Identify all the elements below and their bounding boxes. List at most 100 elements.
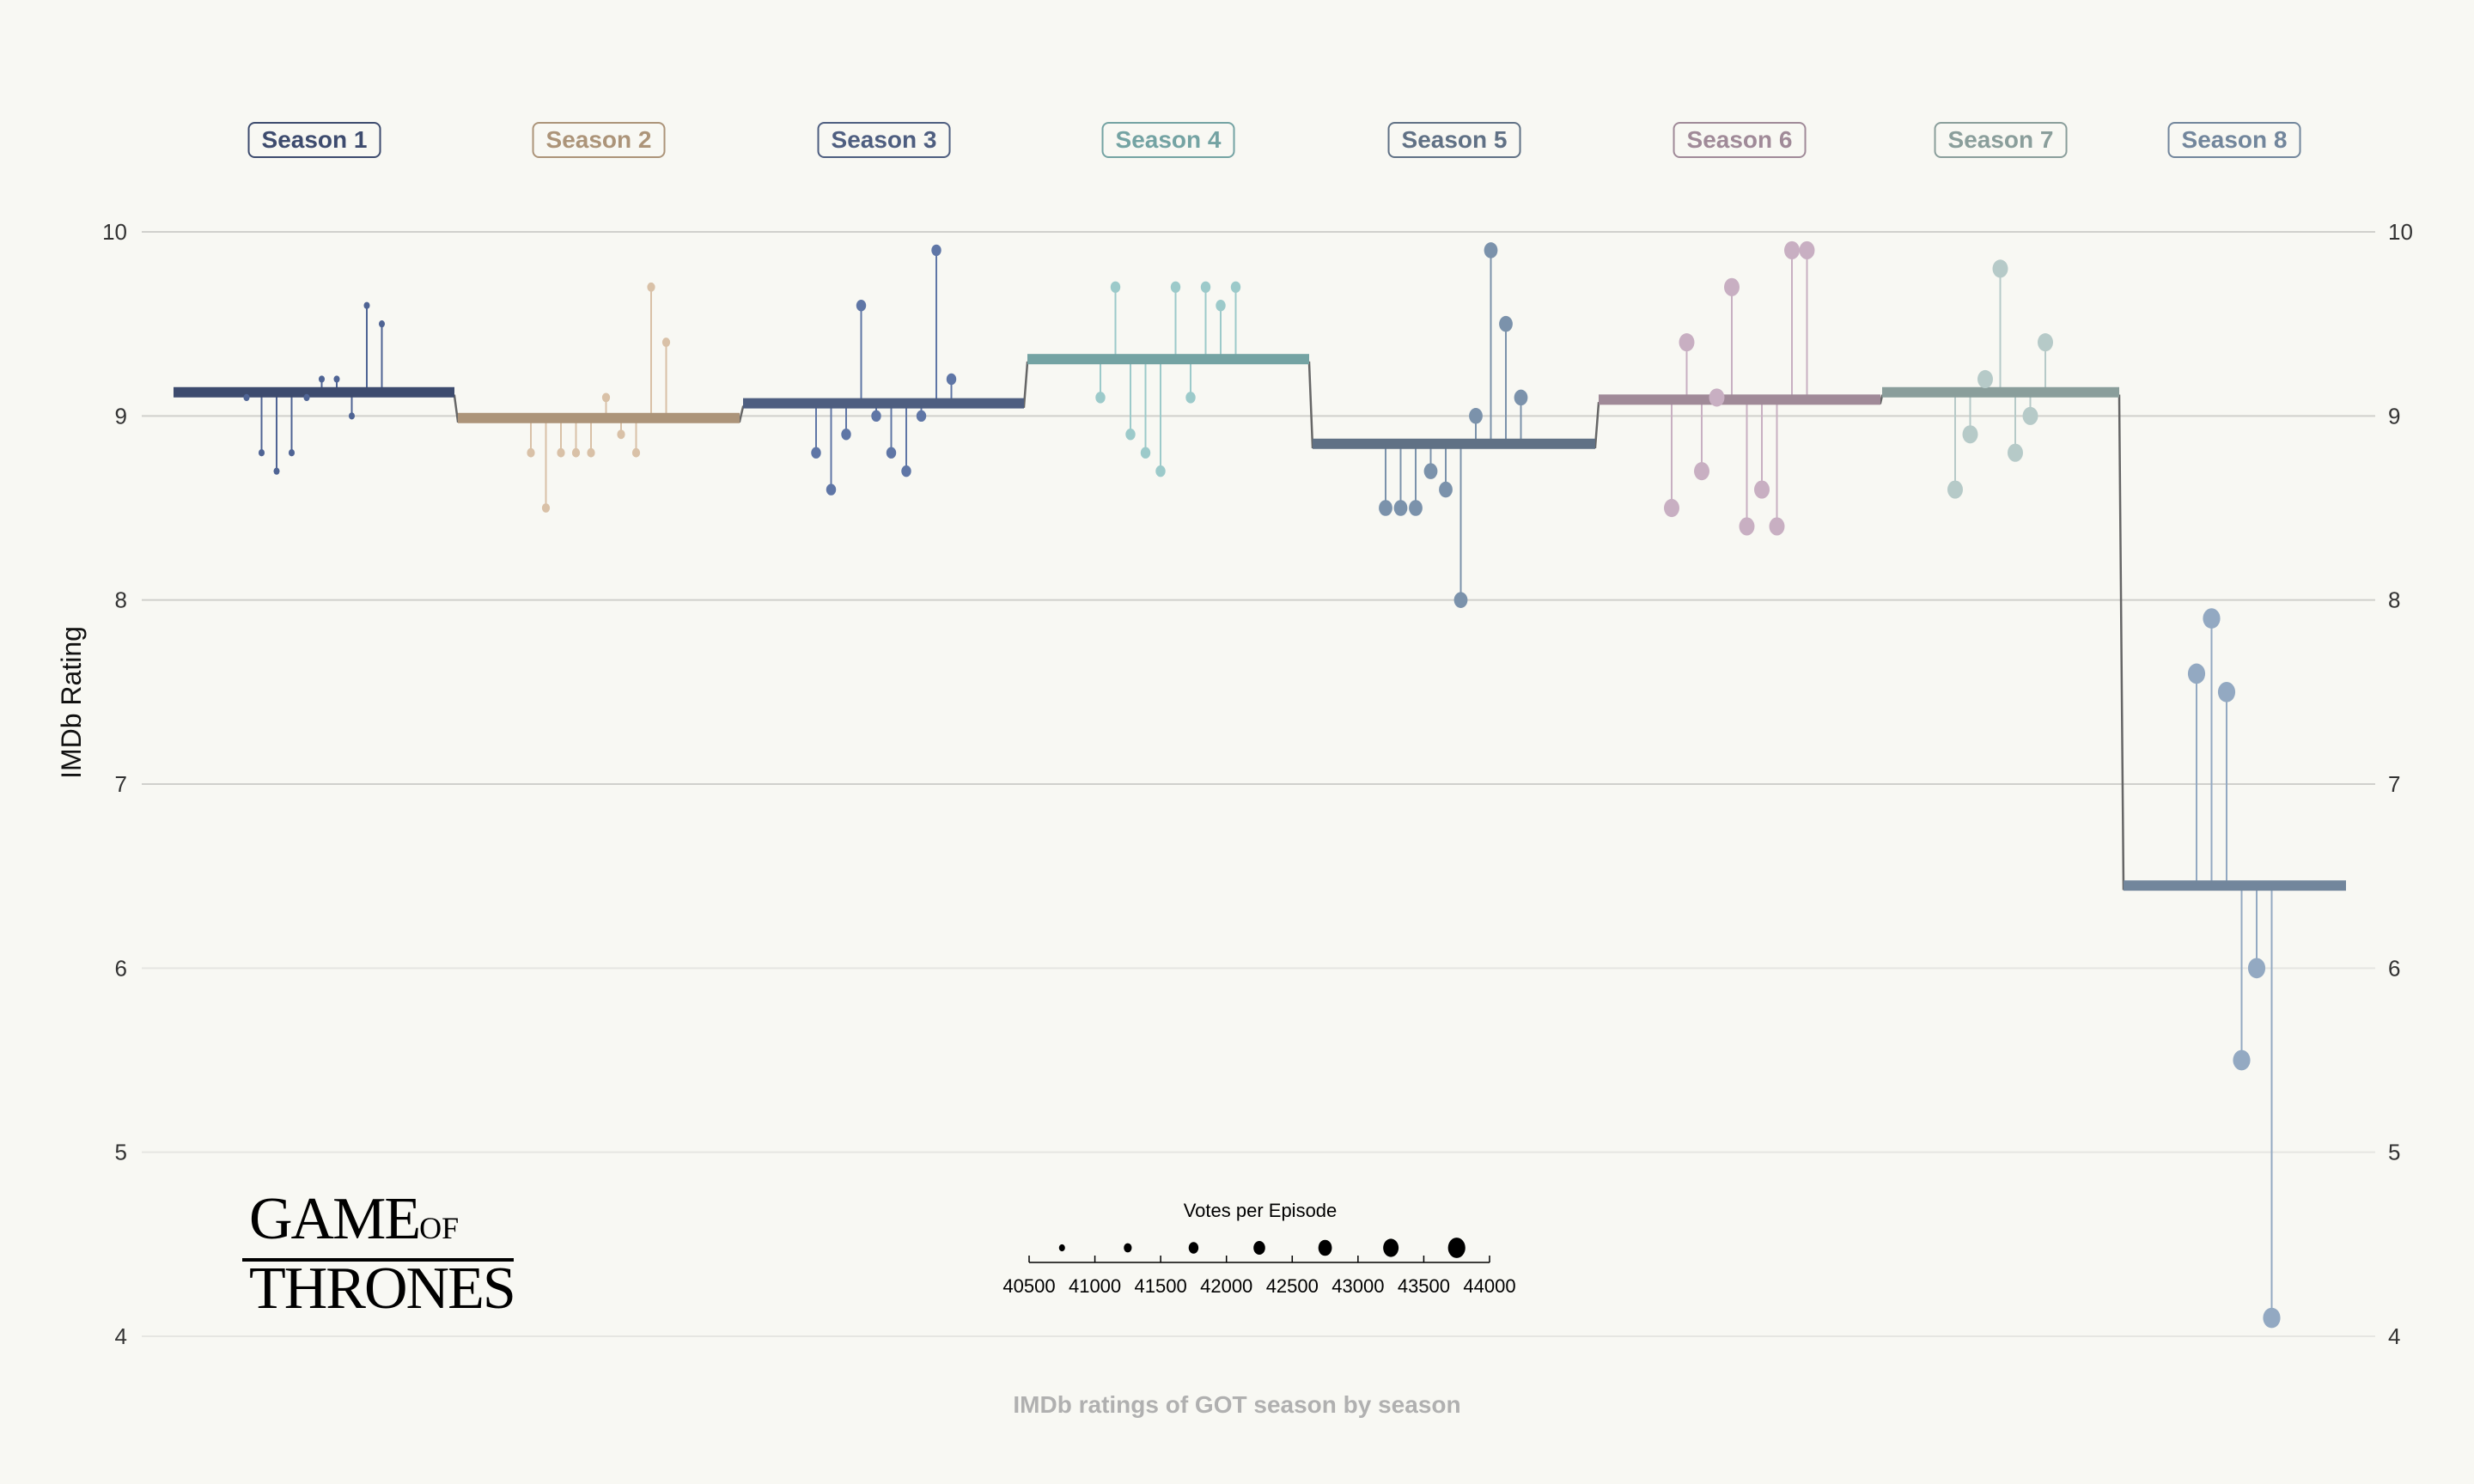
episode-dot (1125, 429, 1136, 441)
episode-dot (1185, 392, 1196, 404)
episode-dot (348, 412, 356, 420)
season-label: Season 3 (817, 122, 951, 158)
legend-tick-label: 43000 (1331, 1275, 1384, 1297)
episode-dot (2187, 663, 2206, 684)
legend-dot (1124, 1243, 1132, 1253)
episode-dot (1514, 389, 1528, 406)
episode-dot (1694, 462, 1709, 481)
step-line (174, 361, 2346, 891)
legend-tick-label: 42500 (1266, 1275, 1319, 1297)
episode-dot (1140, 447, 1151, 459)
episode-dot (2217, 681, 2236, 702)
y-tick-label: 4 (115, 1323, 127, 1349)
episode-dot (1977, 369, 1993, 389)
episode-dot (273, 467, 280, 475)
y-tick-label: 7 (115, 771, 127, 797)
season-mean-bar (1027, 354, 1309, 365)
episode-dot (916, 410, 927, 423)
y-axis-left: 4 5 6 7 8 9 10 (102, 219, 127, 1349)
episode-dot (1962, 425, 1978, 444)
episode-dot (931, 244, 941, 257)
y-tick-label: 7 (2388, 771, 2400, 797)
y-tick-label: 9 (115, 403, 127, 429)
episode-dot (1379, 500, 1392, 516)
episode-dot (1469, 408, 1483, 424)
season-mean-bar (2124, 880, 2346, 891)
season-label: Season 8 (2167, 122, 2301, 158)
episode-dot (1095, 392, 1106, 404)
season-label: Season 4 (1101, 122, 1235, 158)
y-tick-label: 9 (2388, 403, 2400, 429)
episode-dot (1679, 333, 1695, 352)
episode-dot (1439, 481, 1453, 498)
episode-dot (1484, 242, 1498, 258)
episode-dot (1724, 277, 1740, 296)
episode-dot (2038, 333, 2053, 352)
logo-of: OF (419, 1211, 460, 1245)
gridlines (142, 231, 2375, 1337)
episode-dot (258, 449, 265, 457)
episode-dot (2247, 958, 2266, 979)
season-mean-bar (458, 412, 740, 423)
legend-tick-label: 41000 (1069, 1275, 1121, 1297)
y-tick-label: 4 (2388, 1323, 2400, 1349)
episode-dot (557, 447, 565, 458)
episode-stems (246, 250, 2273, 1318)
episode-dot (378, 320, 386, 328)
y-axis-title: IMDb Rating (56, 626, 87, 779)
legend-tick-label: 43500 (1398, 1275, 1450, 1297)
episode-dot (303, 393, 310, 402)
logo-line1: GAME (249, 1186, 421, 1252)
episode-dot (1947, 480, 1963, 499)
episode-dot (661, 338, 671, 348)
episode-dot (1709, 388, 1725, 407)
episode-dot (1754, 480, 1770, 499)
episode-dot (1230, 281, 1241, 294)
legend-dot (1253, 1241, 1265, 1255)
legend-dot (1058, 1244, 1065, 1252)
season-label: Season 6 (1673, 122, 1807, 158)
episode-dot (571, 447, 581, 458)
y-tick-label: 5 (2388, 1140, 2400, 1165)
episode-dot (363, 301, 370, 309)
season-label: Season 5 (1387, 122, 1521, 158)
episode-dot (318, 375, 326, 383)
season-mean-bar (1599, 394, 1880, 405)
episode-dot (1664, 498, 1679, 518)
episode-dot (243, 393, 250, 402)
episode-dot (2203, 608, 2221, 629)
episode-dot (541, 503, 551, 513)
episode-dot (1992, 259, 2008, 278)
season-mean-bar (174, 386, 454, 398)
y-tick-label: 10 (2388, 219, 2413, 245)
y-tick-label: 10 (102, 219, 127, 245)
legend-dot (1318, 1239, 1332, 1256)
episode-dot (631, 447, 641, 458)
episode-dot (1216, 300, 1226, 312)
legend-tick-label: 41500 (1135, 1275, 1187, 1297)
episode-dot (1784, 240, 1800, 260)
episode-dot (601, 392, 611, 403)
y-tick-label: 6 (2388, 955, 2400, 981)
episode-dot (2233, 1049, 2251, 1071)
legend-dot (1447, 1238, 1466, 1258)
size-legend: Votes per Episode 40500 41000 41500 42000 42… (1002, 1200, 1515, 1297)
season-step-line (174, 361, 2346, 891)
season-mean-bar (743, 398, 1024, 409)
episode-dot (811, 447, 821, 459)
episode-dot (1499, 315, 1513, 332)
episode-dot (901, 465, 911, 477)
y-tick-label: 6 (115, 955, 127, 981)
episode-dot (1110, 281, 1121, 294)
episode-dot (1799, 240, 1815, 260)
season-label: Season 1 (247, 122, 381, 158)
legend-tick-label: 44000 (1463, 1275, 1515, 1297)
season-mean-bar (1313, 438, 1595, 449)
episode-dot (886, 447, 897, 459)
episode-dot (1200, 281, 1211, 294)
episode-dot (587, 447, 595, 458)
episode-dot (2022, 406, 2038, 425)
episode-dot (1453, 592, 1468, 608)
game-of-thrones-logo: GAMEOF THRONES (242, 1186, 516, 1319)
legend-dot (1383, 1238, 1399, 1257)
